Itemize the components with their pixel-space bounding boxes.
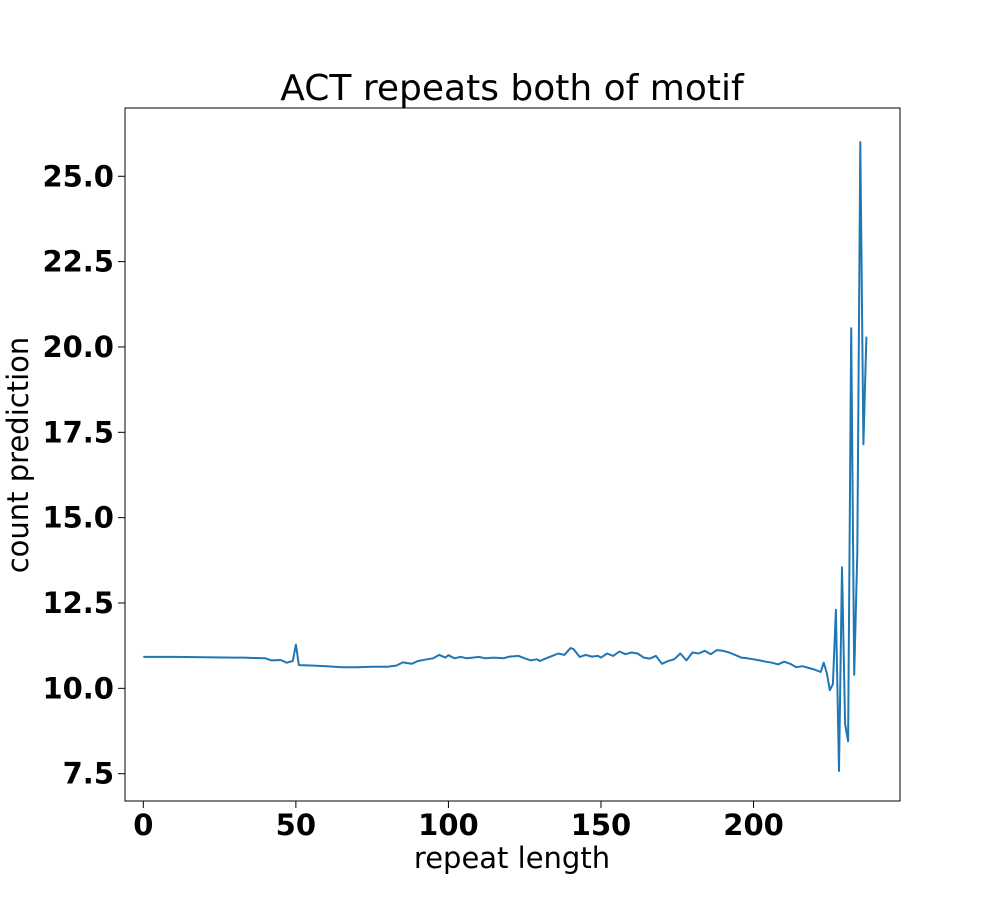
y-tick-label: 17.5 <box>42 415 114 449</box>
x-axis-label: repeat length <box>414 841 610 875</box>
chart-title: ACT repeats both of motif <box>280 68 745 109</box>
x-tick-label: 100 <box>418 808 479 842</box>
y-tick-label: 20.0 <box>42 330 114 364</box>
y-tick-label: 7.5 <box>63 757 114 791</box>
y-axis: 7.5 10.0 12.5 15.0 17.5 20.0 22.5 25.0 <box>42 159 125 791</box>
y-tick-label: 12.5 <box>42 586 114 620</box>
x-tick-label: 150 <box>571 808 632 842</box>
y-axis-label: count prediction <box>1 337 35 574</box>
plot-area <box>143 141 868 772</box>
y-tick-label: 15.0 <box>42 501 114 535</box>
y-tick-label: 10.0 <box>42 671 114 705</box>
y-tick-label: 22.5 <box>42 245 114 279</box>
plot-frame <box>124 107 901 802</box>
x-tick-label: 200 <box>723 808 784 842</box>
series-line-0 <box>143 141 868 772</box>
y-tick-label: 25.0 <box>42 159 114 193</box>
x-tick-label: 0 <box>133 808 153 842</box>
x-tick-label: 50 <box>276 808 316 842</box>
x-axis: 0 50 100 150 200 <box>133 801 784 842</box>
